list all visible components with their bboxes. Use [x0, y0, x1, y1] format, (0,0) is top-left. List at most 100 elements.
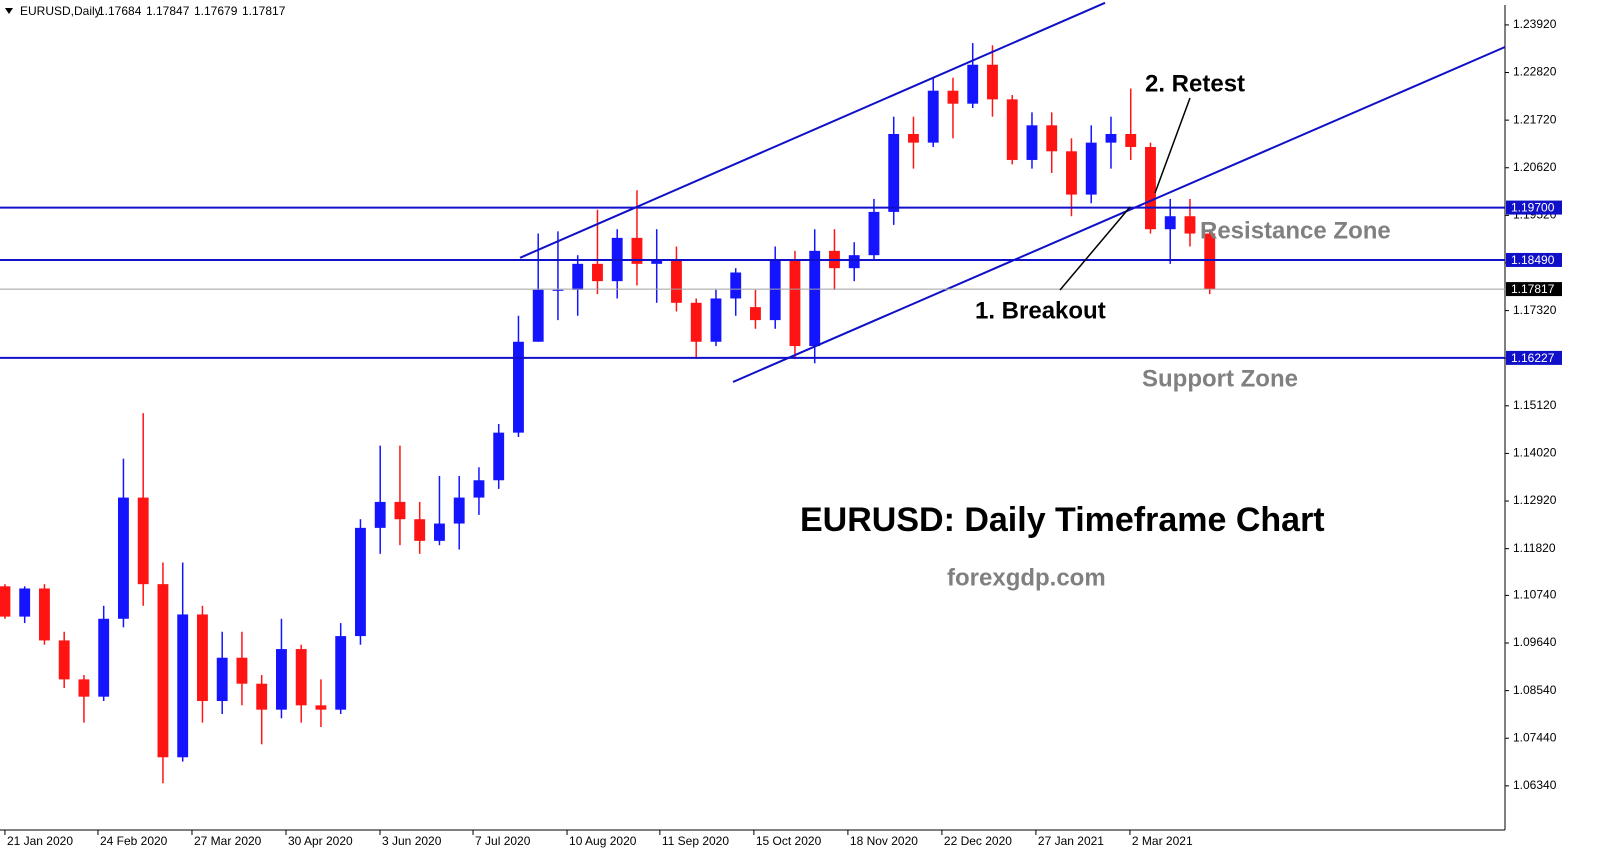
x-tick-label: 30 Apr 2020: [288, 834, 353, 848]
candle-body: [671, 259, 682, 303]
candle-body: [256, 683, 268, 710]
candle-body: [0, 586, 11, 617]
candle-body: [572, 263, 584, 290]
y-tick-label: 1.12920: [1513, 493, 1557, 507]
y-tick-label: 1.22820: [1513, 65, 1557, 79]
y-tick-label: 1.10740: [1513, 588, 1557, 602]
candle-body: [690, 302, 702, 342]
x-tick-label: 22 Dec 2020: [944, 834, 1012, 848]
candle-body: [730, 272, 742, 299]
candle-body: [947, 90, 959, 104]
y-tick-label: 1.20620: [1513, 160, 1557, 174]
level-box: [1506, 200, 1562, 215]
y-tick-label: 1.09640: [1513, 635, 1557, 649]
candle-body: [888, 133, 900, 212]
chart-heading: EURUSD: Daily Timeframe Chart: [800, 501, 1325, 539]
site-label: forexgdp.com: [947, 564, 1106, 591]
x-tick-label: 10 Aug 2020: [569, 834, 637, 848]
candle-body: [374, 501, 386, 528]
candle-body: [19, 588, 31, 617]
candle-body: [848, 255, 860, 269]
header-value: 1.17817: [242, 4, 286, 18]
level-label: 1.18490: [1511, 253, 1555, 267]
candle-body: [532, 289, 544, 342]
candle-body: [493, 432, 505, 481]
x-tick-label: 27 Jan 2021: [1038, 834, 1104, 848]
candle-body: [434, 523, 445, 541]
header-value: 1.17847: [146, 4, 190, 18]
y-tick-label: 1.08540: [1513, 683, 1557, 697]
candle-body: [789, 259, 801, 347]
x-tick-label: 27 Mar 2020: [194, 834, 262, 848]
x-tick-label: 2 Mar 2021: [1132, 834, 1193, 848]
candle-body: [473, 480, 485, 498]
candle-body: [414, 519, 426, 541]
x-tick-label: 15 Oct 2020: [756, 834, 822, 848]
y-tick-label: 1.07440: [1513, 730, 1557, 744]
level-label: 1.16227: [1511, 351, 1555, 365]
y-tick-label: 1.23920: [1513, 17, 1557, 31]
candle-body: [335, 636, 347, 710]
menu-triangle: [5, 8, 13, 14]
candle-body: [295, 649, 307, 706]
candle-body: [276, 649, 287, 710]
candle-body: [197, 614, 208, 702]
candle-body: [58, 640, 70, 680]
candle-body: [651, 259, 663, 264]
header-value: 1.17679: [194, 4, 238, 18]
candle-body: [809, 250, 821, 347]
candle-body: [1026, 125, 1038, 160]
x-tick-label: 18 Nov 2020: [850, 834, 918, 848]
retest-label: 2. Retest: [1145, 70, 1245, 97]
candle-body: [1105, 133, 1117, 143]
candle-body: [1046, 125, 1058, 152]
candle-body: [552, 289, 564, 291]
breakout-pointer: [1059, 206, 1131, 291]
candle-body: [39, 588, 50, 641]
candle-body: [908, 133, 919, 143]
retest-pointer: [1154, 97, 1191, 194]
candle-body: [394, 501, 406, 520]
candle-body: [355, 527, 366, 637]
candle-body: [177, 614, 189, 758]
current-price-box: [1506, 282, 1562, 297]
candle-body: [98, 618, 110, 697]
candle-body: [216, 657, 228, 702]
y-tick-label: 1.17320: [1513, 303, 1557, 317]
level-box: [1506, 350, 1562, 365]
candle-body: [927, 90, 939, 143]
current-price-label: 1.17817: [1511, 282, 1555, 296]
candle-body: [137, 497, 149, 585]
support-label: Support Zone: [1142, 365, 1298, 392]
y-tick-label: 1.14020: [1513, 446, 1557, 460]
candle-body: [157, 584, 169, 758]
resistance-label: Resistance Zone: [1200, 217, 1391, 244]
x-tick-label: 21 Jan 2020: [7, 834, 73, 848]
x-tick-label: 24 Feb 2020: [100, 834, 168, 848]
y-tick-label: 1.11820: [1513, 541, 1556, 555]
candle-body: [592, 263, 603, 282]
x-tick-label: 3 Jun 2020: [382, 834, 442, 848]
candle-body: [1164, 216, 1176, 230]
level-box: [1506, 252, 1562, 267]
candle-body: [78, 679, 90, 697]
header-value: 1.17684: [98, 4, 142, 18]
candle-body: [1184, 216, 1196, 234]
y-tick-label: 1.15120: [1513, 398, 1557, 412]
candle-body: [1006, 99, 1018, 160]
candle-body: [1204, 233, 1216, 289]
candle-body: [750, 307, 761, 321]
candle-body: [987, 64, 998, 100]
candle-body: [513, 341, 524, 433]
candle-body: [315, 705, 327, 710]
candle-body: [1125, 133, 1137, 147]
candle-body: [868, 211, 880, 256]
candle-body: [453, 497, 465, 524]
candle-body: [710, 298, 722, 342]
candle-body: [1066, 151, 1077, 195]
x-tick-label: 11 Sep 2020: [662, 834, 729, 848]
breakout-label: 1. Breakout: [975, 297, 1106, 324]
candle-body: [236, 657, 248, 684]
